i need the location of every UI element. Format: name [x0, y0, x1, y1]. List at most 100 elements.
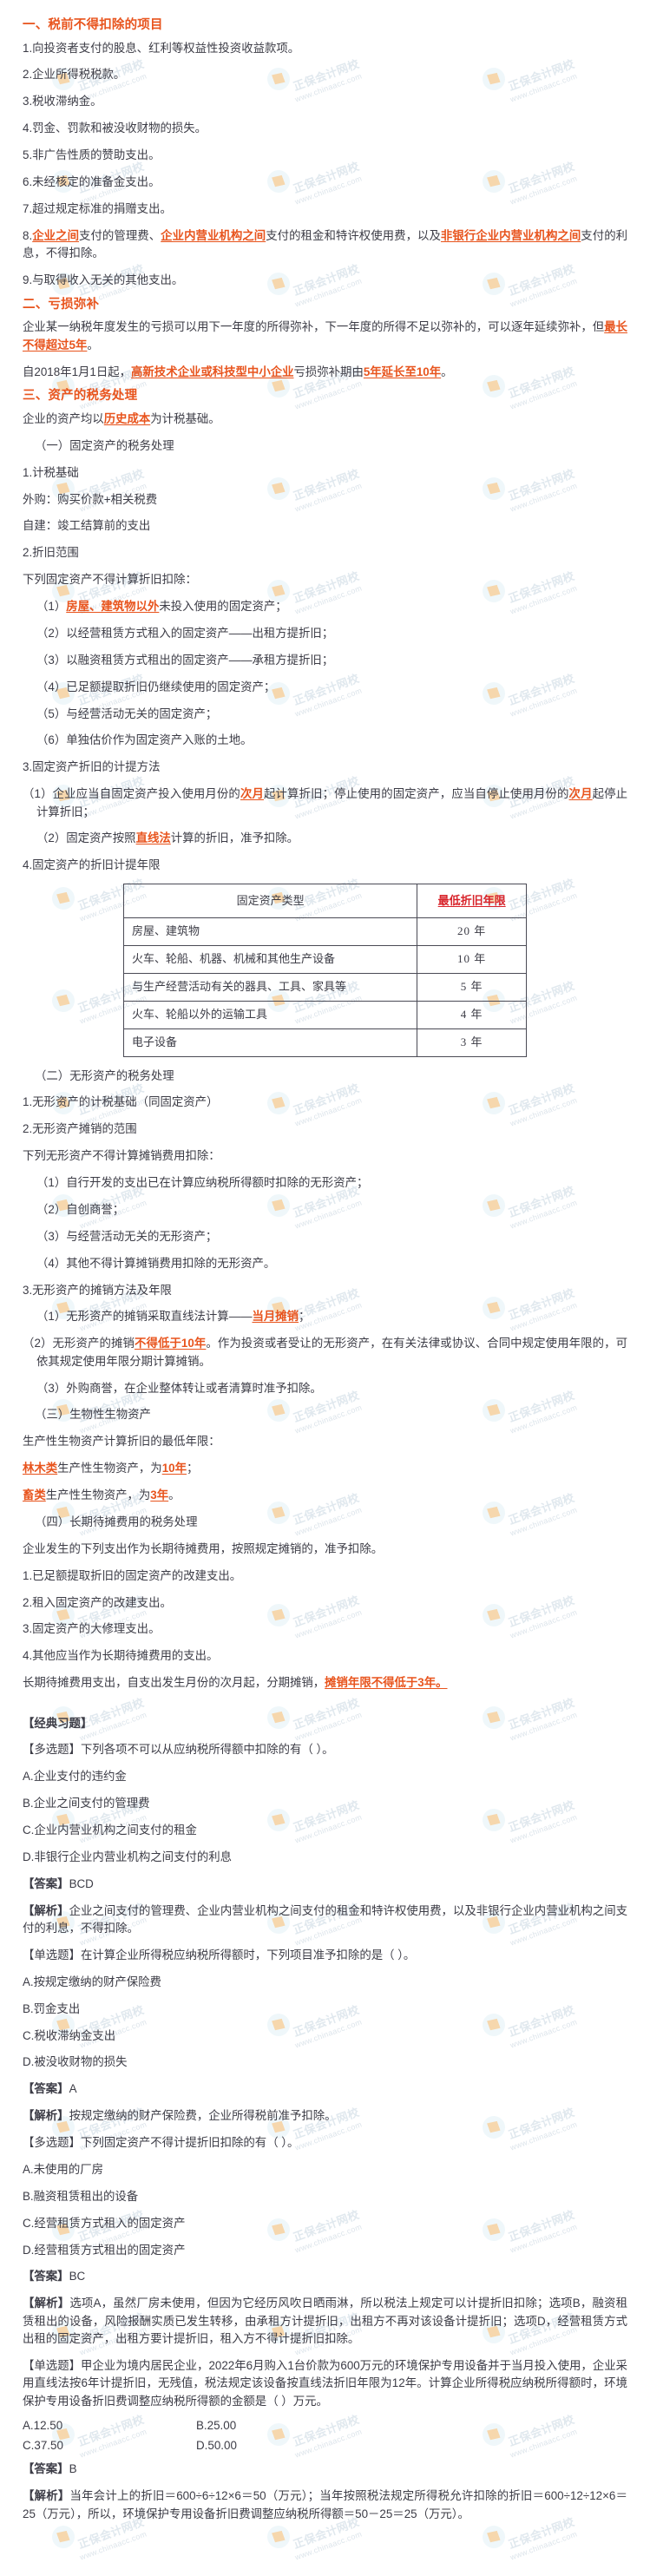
asset-basis-emphasis: 历史成本 — [103, 411, 151, 425]
ia-method-2-b: 。作为投资或者受让的无形资产，在有关法律或协议、合同中规定使用年限的，可依其规定… — [36, 1337, 627, 1368]
table-row: 房屋、建筑物 20 年 — [122, 917, 527, 947]
question-4-option-a[interactable]: A.12.50 — [23, 2418, 63, 2432]
ia-method-item-1: （1）无形资产的摊销采取直线法计算——当月摊销； — [23, 1308, 627, 1325]
answer-label: 【答案】 — [23, 2270, 69, 2284]
list-item: 7.超过规定标准的捐赠支出。 — [23, 201, 172, 215]
subsection-title-intangibles: （二）无形资产的税务处理 — [35, 1068, 174, 1082]
cell-min-years: 5 年 — [417, 972, 527, 1002]
fa-years-title: 4.固定资产的折旧计提年限 — [23, 858, 161, 872]
question-4-option-b[interactable]: B.25.00 — [196, 2418, 237, 2432]
question-1-option-b[interactable]: B.企业之间支付的管理费 — [23, 1797, 150, 1810]
question-2-option-b[interactable]: B.罚金支出 — [23, 2001, 81, 2015]
ltd-lead: 企业发生的下列支出作为长期待摊费用，按照规定摊销的，准予扣除。 — [23, 1541, 384, 1555]
bio-lead: 生产性生物资产计算折旧的最低年限： — [23, 1435, 220, 1449]
fa-basis-title: 1.计税基础 — [23, 465, 79, 479]
ia-method-1-emphasis: 当月摊销 — [252, 1310, 299, 1324]
question-1-option-c[interactable]: C.企业内营业机构之间支付的租金 — [23, 1824, 197, 1837]
subsection-title-deferred: （四）长期待摊费用的税务处理 — [35, 1515, 198, 1528]
cell-min-years: 10 年 — [417, 945, 527, 974]
cell-asset-type: 火车、轮船、机器、机械和其他生产设备 — [122, 945, 418, 974]
bio-forest-tail: ； — [186, 1462, 199, 1475]
fa-scope-item: （4）已足额提取折旧仍继续使用的固定资产； — [36, 680, 276, 693]
ia-scope-item: （4）其他不得计算摊销费用扣除的无形资产。 — [36, 1256, 276, 1270]
fa-method-item-2: （2）固定资产按照直线法计算的折旧，准予扣除。 — [23, 830, 627, 847]
question-4-options-row-2: C.37.50 D.50.00 — [23, 2439, 627, 2453]
ia-method-2-a: （2）无形资产的摊销 — [23, 1337, 135, 1350]
depreciation-years-table: 固定资产类型 最低折旧年限 房屋、建筑物 20 年 火车、轮船、机器、机械和其他… — [122, 884, 527, 1057]
ia-method-1-a: （1）无形资产的摊销采取直线法计算—— — [36, 1310, 253, 1324]
question-4-option-c[interactable]: C.37.50 — [23, 2439, 63, 2453]
question-2-option-d[interactable]: D.被没收财物的损失 — [23, 2055, 128, 2069]
ltd-item: 2.租入固定资产的改建支出。 — [23, 1595, 172, 1609]
lc-p1-b: 。 — [87, 338, 99, 352]
fa-method-title: 3.固定资产折旧的计提方法 — [23, 760, 161, 774]
ia-basis: 1.无形资产的计税基础（同固定资产） — [23, 1095, 219, 1109]
question-3-option-d[interactable]: D.经营租赁方式租出的固定资产 — [23, 2243, 186, 2257]
ia-method-item-3: （3）外购商誉，在企业整体转让或者清算时准予扣除。 — [36, 1381, 322, 1395]
ia-scope-item: （1）自行开发的支出已在计算应纳税所得额时扣除的无形资产； — [36, 1176, 369, 1190]
cell-min-years: 20 年 — [417, 917, 527, 947]
ltd-item: 4.其他应当作为长期待摊费用的支出。 — [23, 1649, 219, 1663]
ia-method-item-2: （2）无形资产的摊销不得低于10年。作为投资或者受让的无形资产，在有关法律或协议… — [23, 1335, 627, 1370]
section-heading-3: 三、资产的税务处理 — [23, 389, 138, 404]
bio-forest-mid: 生产性生物资产，为 — [57, 1462, 162, 1475]
item8-emphasis-1: 企业之间 — [32, 228, 80, 242]
question-4-options-row-1: A.12.50 B.25.00 — [23, 2418, 627, 2432]
item8-tail: 支付的利息，不得扣除。 — [23, 228, 628, 260]
cell-asset-type: 火车、轮船以外的运输工具 — [122, 1000, 418, 1029]
list-item: 2.企业所得税税款。 — [23, 68, 126, 82]
ia-method-title: 3.无形资产的摊销方法及年限 — [23, 1283, 172, 1297]
fa-scope-item: （3）以融资租赁方式租出的固定资产——承租方提折旧； — [36, 653, 334, 667]
lc-p2-mid: 亏损弥补期由 — [293, 365, 364, 378]
table-row: 火车、轮船以外的运输工具 4 年 — [122, 1000, 527, 1029]
question-4-stem: 【单选题】甲企业为境内居民企业，2022年6月购入1台价款为600万元的环境保护… — [23, 2358, 627, 2408]
answer-value: A — [69, 2082, 77, 2096]
question-2-analysis: 【解析】按规定缴纳的财产保险费，企业所得税前准予扣除。 — [23, 2107, 627, 2125]
list-item-9: 9.与取得收入无关的其他支出。 — [23, 273, 184, 286]
ltd-tail-emphasis: 摊销年限不得低于3年。 — [325, 1676, 448, 1690]
question-4-answer: 【答案】B — [23, 2461, 627, 2478]
question-1-option-a[interactable]: A.企业支付的违约金 — [23, 1770, 127, 1784]
cell-asset-type: 与生产经营活动有关的器具、工具、家具等 — [122, 972, 418, 1002]
question-1-answer: 【答案】BCD — [23, 1876, 627, 1893]
fa-scope-item: （6）单独估价作为固定资产入账的土地。 — [36, 733, 253, 747]
fa-method-1-emphasis-2: 次月 — [568, 787, 593, 801]
question-3-option-c[interactable]: C.经营租赁方式租入的固定资产 — [23, 2216, 186, 2230]
cell-min-years: 3 年 — [417, 1028, 527, 1057]
bio-livestock-line: 畜类生产性生物资产，为3年。 — [23, 1487, 627, 1504]
question-3-analysis: 【解析】选项A，虽然厂房未使用，但因为它经历风吹日晒雨淋，所以税法上规定可以计提… — [23, 2295, 627, 2348]
table-head: 固定资产类型 最低折旧年限 — [122, 884, 527, 919]
question-4-option-d[interactable]: D.50.00 — [196, 2439, 237, 2453]
lc-p2-b: 。 — [441, 365, 453, 378]
fa-method-1-b: 起计算折旧；停止使用的固定资产，应当自停止使用月份的 — [264, 787, 569, 801]
table-body: 房屋、建筑物 20 年 火车、轮船、机器、机械和其他生产设备 10 年 与生产经… — [122, 917, 527, 1057]
list-item: 4.罚金、罚款和被没收财物的损失。 — [23, 122, 207, 135]
lc-p1-emphasis: 最长不得超过5年 — [23, 320, 627, 352]
bio-forest-line: 林木类生产性生物资产，为10年； — [23, 1460, 627, 1477]
table-header-asset-type: 固定资产类型 — [122, 884, 418, 919]
question-1-option-d[interactable]: D.非银行企业内营业机构之间支付的利息 — [23, 1850, 233, 1863]
question-3-stem: 【多选题】下列固定资产不得计提折旧扣除的有（ ）。 — [23, 2136, 299, 2150]
subsection-title-fixed-assets: （一）固定资产的税务处理 — [35, 438, 174, 452]
lc-p2-a: 自2018年1月1日起， — [23, 365, 132, 378]
question-3-option-a[interactable]: A.未使用的厂房 — [23, 2162, 103, 2176]
list-item: 1.向投资者支付的股息、红利等权益性投资收益款项。 — [23, 41, 300, 55]
fa-depreciation-scope-title: 2.折旧范围 — [23, 546, 79, 560]
fa-scope-item: （5）与经营活动无关的固定资产； — [36, 706, 218, 720]
loss-carryforward-para-1: 企业某一纳税年度发生的亏损可以用下一年度的所得弥补，下一年度的所得不足以弥补的，… — [23, 319, 627, 354]
analysis-label: 【解析】 — [23, 2297, 70, 2310]
analysis-text: 选项A，虽然厂房未使用，但因为它经历风吹日晒雨淋，所以税法上规定可以计提折旧扣除… — [23, 2297, 628, 2346]
question-2-option-c[interactable]: C.税收滞纳金支出 — [23, 2028, 116, 2042]
ia-scope-item: （3）与经营活动无关的无形资产； — [36, 1229, 218, 1243]
table-row: 与生产经营活动有关的器具、工具、家具等 5 年 — [122, 972, 527, 1002]
asset-basis-b: 为计税基础。 — [150, 411, 220, 425]
fa-scope-item-1-tail: 未投入使用的固定资产； — [159, 600, 287, 613]
question-3-option-b[interactable]: B.融资租赁租出的设备 — [23, 2189, 139, 2203]
question-2-option-a[interactable]: A.按规定缴纳的财产保险费 — [23, 1975, 161, 1988]
fa-method-item-1: （1）企业应当自固定资产投入使用月份的次月起计算折旧；停止使用的固定资产，应当自… — [23, 785, 627, 821]
bio-forest-emphasis-years: 10年 — [161, 1462, 187, 1475]
bio-forest-emphasis-type: 林木类 — [23, 1462, 58, 1475]
fa-scope-item-1-emphasis: 房屋、建筑物以外 — [66, 600, 160, 613]
asset-basis-a: 企业的资产均以 — [23, 411, 104, 425]
